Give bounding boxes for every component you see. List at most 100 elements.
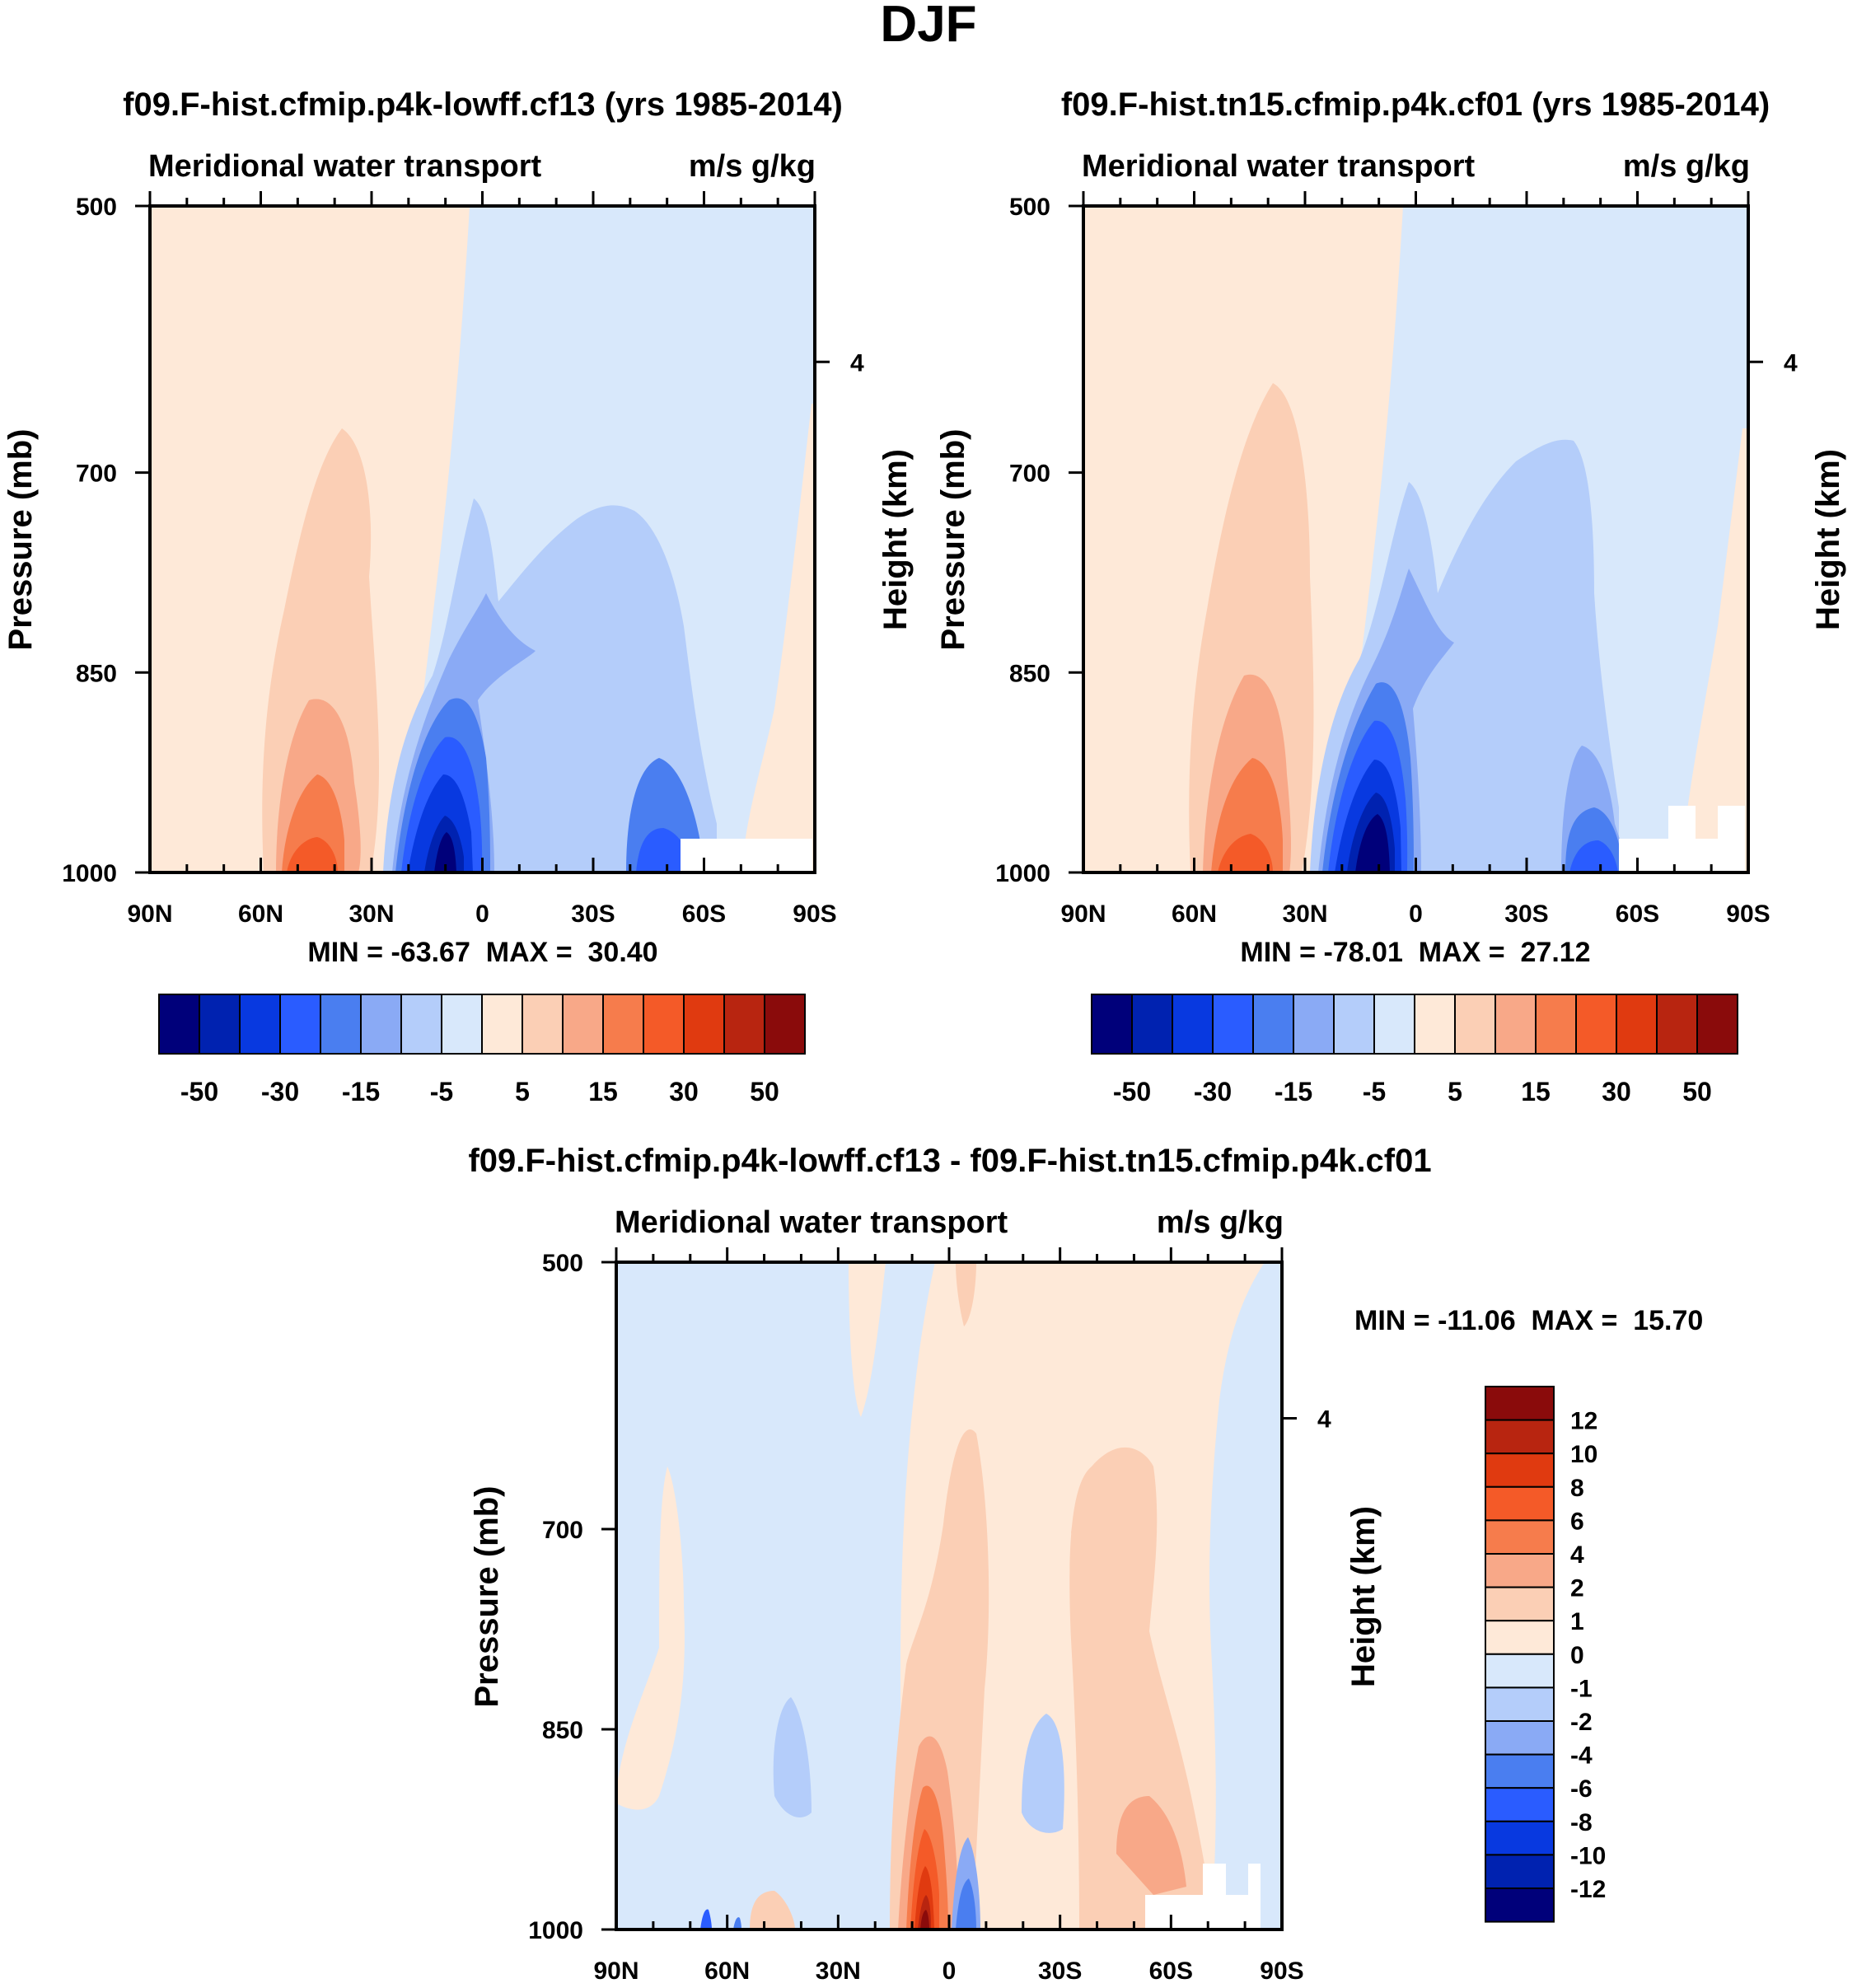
y-tick-label: 1000 bbox=[62, 860, 117, 887]
x-tick-label: 90N bbox=[593, 1958, 638, 1985]
colorbar-box bbox=[400, 994, 442, 1055]
panel-3-subtitle-left: Meridional water transport bbox=[615, 1205, 1008, 1240]
panel-3-y2label: Height (km) bbox=[1345, 1506, 1382, 1687]
p3-pos-j bbox=[750, 1891, 795, 1930]
colorbar-box bbox=[239, 994, 281, 1055]
colorbar-box bbox=[1616, 994, 1658, 1055]
colorbar-box bbox=[1091, 994, 1133, 1055]
p1-neg-9 bbox=[636, 828, 692, 872]
panel-2-stats: MIN = -78.01 MAX = 27.12 bbox=[1240, 937, 1590, 968]
colorbar-box bbox=[1212, 994, 1254, 1055]
panel-1-subtitle-right: m/s g/kg bbox=[689, 149, 816, 184]
x-tick-label: 60S bbox=[1149, 1958, 1193, 1985]
colorbar-box bbox=[1485, 1653, 1555, 1689]
colorbar-label: -15 bbox=[342, 1077, 380, 1106]
colorbar-label: 10 bbox=[1570, 1441, 1597, 1468]
panel-1-colorbar-labels: -50 -30 -15 -5 5 15 30 50 bbox=[180, 1077, 779, 1106]
panel-3-x-tick-labels: 90N 60N 30N 0 30S 60S 90S bbox=[593, 1958, 1303, 1985]
colorbar-label: -5 bbox=[430, 1077, 453, 1106]
colorbar-label: -6 bbox=[1570, 1775, 1593, 1803]
y-tick-label: 500 bbox=[542, 1250, 583, 1277]
y-tick-label: 700 bbox=[76, 461, 117, 488]
colorbar-box bbox=[279, 994, 321, 1055]
panel-2-subtitle-right: m/s g/kg bbox=[1623, 149, 1750, 184]
colorbar-box bbox=[158, 994, 200, 1055]
panel-1-y2label: Height (km) bbox=[877, 449, 914, 630]
p3-pos-h bbox=[1069, 1447, 1211, 1930]
panel-3-y-tick-marks bbox=[601, 1261, 1297, 1931]
colorbar-box bbox=[1494, 994, 1537, 1055]
colorbar-box bbox=[1485, 1419, 1555, 1455]
panel-3-title: f09.F-hist.cfmip.p4k-lowff.cf13 - f09.F-… bbox=[468, 1143, 1431, 1179]
panel-3-subtitle-right: m/s g/kg bbox=[1157, 1205, 1284, 1240]
p2-pos-4 bbox=[1218, 834, 1273, 872]
y2-tick-label: 4 bbox=[850, 349, 864, 377]
colorbar-label: 5 bbox=[1448, 1077, 1462, 1106]
colorbar-label: -12 bbox=[1570, 1876, 1606, 1903]
colorbar-box bbox=[1485, 1553, 1555, 1588]
panel-2-ylabel: Pressure (mb) bbox=[935, 429, 971, 651]
colorbar-box bbox=[1131, 994, 1173, 1055]
colorbar-label: 2 bbox=[1570, 1575, 1584, 1602]
colorbar-box bbox=[562, 994, 604, 1055]
x-tick-label: 0 bbox=[1409, 900, 1423, 928]
colorbar-box bbox=[1485, 1452, 1555, 1488]
panel-3-y-tick-labels: 500 700 850 1000 4 bbox=[528, 1250, 1331, 1944]
y-tick-label: 500 bbox=[76, 194, 117, 221]
panel-1: f09.F-hist.cfmip.p4k-lowff.cf13 (yrs 198… bbox=[2, 87, 914, 1106]
p2-pos-3 bbox=[1211, 758, 1283, 872]
colorbar-label: 5 bbox=[515, 1077, 530, 1106]
colorbar-label: -2 bbox=[1570, 1709, 1593, 1736]
panel-3-x-tick-marks bbox=[615, 1247, 1284, 1930]
x-tick-label: 30S bbox=[1038, 1958, 1082, 1985]
colorbar-box bbox=[1485, 1753, 1555, 1789]
x-tick-label: 90S bbox=[1260, 1958, 1303, 1985]
panel-2-contours bbox=[1083, 206, 1748, 872]
p2-neg-7 bbox=[1355, 814, 1390, 872]
colorbar-box bbox=[1293, 994, 1335, 1055]
colorbar-box bbox=[1575, 994, 1617, 1055]
colorbar-label: 8 bbox=[1570, 1475, 1584, 1502]
panel-3-contours bbox=[616, 1262, 1282, 1930]
x-tick-label: 0 bbox=[943, 1958, 957, 1985]
panel-2-colorbar bbox=[1091, 994, 1738, 1055]
x-tick-label: 60N bbox=[704, 1958, 750, 1985]
colorbar-box bbox=[1485, 1887, 1555, 1923]
x-tick-label: 30N bbox=[816, 1958, 861, 1985]
colorbar-box bbox=[1485, 1787, 1555, 1822]
figure-title: DJF bbox=[880, 0, 976, 53]
colorbar-box bbox=[1252, 994, 1294, 1055]
colorbar-box bbox=[481, 994, 523, 1055]
colorbar-box bbox=[723, 994, 765, 1055]
panel-3-stats: MIN = -11.06 MAX = 15.70 bbox=[1354, 1305, 1703, 1336]
colorbar-label: 30 bbox=[1602, 1077, 1631, 1106]
panel-1-colorbar bbox=[158, 994, 806, 1055]
colorbar-label: -5 bbox=[1363, 1077, 1386, 1106]
colorbar-label: -30 bbox=[261, 1077, 299, 1106]
colorbar-box bbox=[1485, 1620, 1555, 1655]
p3-neg-b bbox=[1022, 1714, 1064, 1833]
p1-missing-data bbox=[681, 839, 812, 872]
colorbar-box bbox=[1454, 994, 1496, 1055]
x-tick-label: 60S bbox=[682, 900, 726, 928]
p2-pos-8 bbox=[1681, 428, 1748, 872]
p3-pos-d bbox=[956, 1262, 976, 1326]
p3-pos-p bbox=[920, 1910, 929, 1930]
y-tick-label: 700 bbox=[542, 1517, 583, 1544]
colorbar-box bbox=[1333, 994, 1375, 1055]
colorbar-box bbox=[1535, 994, 1577, 1055]
colorbar-box bbox=[1373, 994, 1415, 1055]
panel-2: f09.F-hist.tn15.cfmip.p4k.cf01 (yrs 1985… bbox=[935, 87, 1846, 1106]
x-tick-label: 60N bbox=[238, 900, 283, 928]
p3-neg-e bbox=[700, 1909, 712, 1930]
x-tick-label: 90N bbox=[1060, 900, 1106, 928]
y2-tick-label: 4 bbox=[1784, 349, 1798, 377]
colorbar-box bbox=[1656, 994, 1698, 1055]
x-tick-label: 30N bbox=[1282, 900, 1327, 928]
panel-2-y-tick-labels: 500 700 850 1000 4 bbox=[995, 194, 1798, 887]
p1-neg-7 bbox=[434, 832, 456, 872]
colorbar-label: 1 bbox=[1570, 1608, 1584, 1635]
colorbar-box bbox=[683, 994, 725, 1055]
panel-3: f09.F-hist.cfmip.p4k-lowff.cf13 - f09.F-… bbox=[468, 1143, 1703, 1985]
